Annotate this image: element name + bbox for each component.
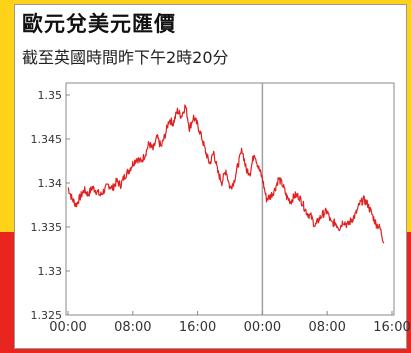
- chart-title: 歐元兌美元匯價: [22, 12, 176, 36]
- y-axis: 1.35 1.345 1.34 1.335 1.33 1.325: [31, 89, 70, 322]
- y-tick-label: 1.345: [31, 133, 63, 146]
- series-line: [67, 104, 385, 244]
- x-tick-label: 08:00: [308, 320, 345, 335]
- x-tick-label: 00:00: [244, 320, 281, 335]
- y-tick-label: 1.35: [38, 89, 63, 102]
- y-tick-label: 1.325: [31, 309, 63, 322]
- plot-area: [65, 82, 395, 316]
- x-axis: 00:00 08:00 16:00 00:00 08:00 16:00: [49, 311, 411, 335]
- x-tick-label: 16:00: [179, 320, 216, 335]
- y-tick-label: 1.335: [31, 221, 63, 234]
- y-tick-label: 1.34: [38, 177, 63, 190]
- x-tick-label: 16:00: [373, 320, 410, 335]
- chart-subtitle: 截至英國時間昨下午2時20分: [22, 48, 229, 67]
- x-tick-label: 00:00: [49, 320, 86, 335]
- x-tick-label: 08:00: [114, 320, 151, 335]
- y-tick-label: 1.33: [38, 265, 63, 278]
